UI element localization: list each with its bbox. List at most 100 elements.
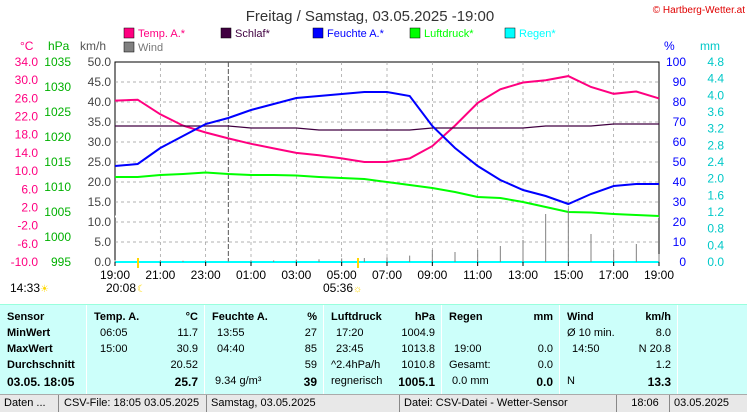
sunset-icon: ☾ [137, 284, 146, 295]
sensor-column: Sensor MinWert MaxWert Durchschnitt 03.0… [0, 305, 87, 395]
hpa-tick: 1010 [44, 180, 71, 194]
x-tick-label: 07:00 [372, 268, 402, 282]
temp-tick: 30.0 [15, 73, 39, 87]
legend-label: Wind [138, 42, 163, 54]
hpa-unit-label: hPa [48, 39, 70, 53]
feuchte-max-time: 04:40 [217, 343, 245, 355]
wind-max-value: N 20.8 [638, 343, 671, 355]
pct-tick: 40 [673, 175, 687, 189]
axis-ticks: 34.0 30.0 26.0 22.0 18.0 14.0 10.0 6.0 2.0 -2.0 -6… [11, 55, 725, 269]
luftdruck-min-value: 1004.9 [401, 327, 435, 339]
x-tick-label: 03:00 [281, 268, 311, 282]
kmh-tick: 0.0 [94, 255, 111, 269]
x-tick-label: 05:00 [327, 268, 357, 282]
kmh-tick: 45.0 [88, 75, 112, 89]
wind-max-time: 14:50 [572, 343, 600, 355]
feuchte-min-value: 27 [304, 327, 317, 339]
x-tick-label: 09:00 [417, 268, 447, 282]
wind-unit: km/h [645, 311, 671, 323]
mm-tick: 0.0 [707, 255, 724, 269]
legend: Temp. A.* Schlaf* Feuchte A.* Luftdruck* Reg… [123, 27, 556, 54]
pct-tick: 90 [673, 75, 687, 89]
legend-label: Schlaf* [235, 28, 271, 40]
mm-tick: 0.4 [707, 238, 724, 252]
regen-header: Regen [449, 311, 483, 323]
empty-column [678, 305, 746, 395]
x-axis-labels: 19:00 21:00 23:00 01:00 03:00 05:00 07:00 09:00… [100, 262, 674, 282]
temp-min-time: 06:05 [100, 327, 128, 339]
row-label-max: MaxWert [7, 343, 53, 355]
kmh-tick: 5.0 [94, 235, 111, 249]
temp-tick: 2.0 [21, 200, 38, 214]
wind-current-value: 13.3 [647, 375, 671, 389]
temp-tick: 26.0 [15, 91, 39, 105]
kmh-unit-label: km/h [80, 39, 106, 53]
status-source: Datei: CSV-Datei - Wetter-Sensor [400, 395, 617, 412]
sunrise-time: 05:36 [323, 281, 353, 295]
regen-total-label: Gesamt: [449, 359, 491, 371]
luftdruck-min-time: 17:20 [336, 327, 364, 339]
temp-min-value: 11.7 [177, 327, 198, 339]
series-line [115, 123, 659, 131]
temp-column: Temp. A. °C 06:05 11.7 15:00 30.9 20.52 25… [87, 305, 205, 395]
legend-label: Temp. A.* [138, 28, 186, 40]
luftdruck-column: Luftdruck hPa 17:20 1004.9 23:45 1013.8 ^2… [324, 305, 442, 395]
mm-tick: 0.8 [707, 222, 724, 236]
temp-unit-label: °C [20, 39, 34, 53]
statistics-table: Sensor MinWert MaxWert Durchschnitt 03.0… [0, 304, 747, 395]
luftdruck-max-value: 1013.8 [401, 343, 435, 355]
status-current-date: 03.05.2025 [674, 397, 730, 409]
series-line [114, 75, 660, 163]
row-label-avg: Durchschnitt [7, 359, 75, 371]
hpa-tick: 1035 [44, 55, 71, 69]
feuchte-min-time: 13:55 [217, 327, 245, 339]
legend-label: Feuchte A.* [327, 28, 385, 40]
pct-tick: 20 [673, 215, 687, 229]
sensor-header: Sensor [7, 311, 45, 323]
luftdruck-max-time: 23:45 [336, 343, 364, 355]
kmh-tick: 20.0 [88, 175, 112, 189]
pct-tick: 100 [666, 55, 686, 69]
mm-tick: 4.0 [707, 88, 724, 102]
temp-tick: 10.0 [15, 164, 39, 178]
mm-tick: 4.4 [707, 72, 724, 86]
series-line [114, 91, 659, 206]
hpa-tick: 995 [51, 255, 71, 269]
pct-tick: 80 [673, 95, 687, 109]
weather-chart: Freitag / Samstag, 03.05.2025 -19:00 © H… [10, 5, 745, 295]
mm-tick: 2.8 [707, 138, 724, 152]
sunset-marker [137, 258, 139, 268]
mm-tick: 1.2 [707, 205, 724, 219]
feuchte-abs-humidity: 9.34 g/m³ [215, 375, 262, 387]
legend-swatch [312, 27, 324, 39]
luftdruck-unit: hPa [414, 311, 435, 323]
kmh-tick: 25.0 [88, 155, 112, 169]
temp-max-time: 15:00 [100, 343, 128, 355]
kmh-tick: 30.0 [88, 135, 112, 149]
status-date: Samstag, 03.05.2025 [207, 395, 400, 412]
pct-tick: 70 [673, 115, 687, 129]
chart-title: Freitag / Samstag, 03.05.2025 -19:00 [246, 8, 495, 25]
legend-label: Luftdruck* [424, 28, 474, 40]
mm-unit-label: mm [700, 39, 720, 53]
status-data[interactable]: Daten ... [0, 395, 59, 412]
wind-header: Wind [567, 311, 594, 323]
x-tick-label: 17:00 [599, 268, 629, 282]
x-tick-label: 19:00 [644, 268, 674, 282]
regen-column: Regen mm 19:00 0.0 Gesamt: 0.0 0.0 mm 0.0 [442, 305, 560, 395]
hpa-tick: 1025 [44, 105, 71, 119]
status-csv-file: CSV-File: 18:05 03.05.2025 [60, 395, 207, 412]
feuchte-max-value: 85 [304, 343, 317, 355]
feuchte-current-value: 39 [303, 375, 317, 389]
x-tick-label: 11:00 [463, 268, 492, 282]
feuchte-unit: % [307, 311, 317, 323]
mm-tick: 3.2 [707, 122, 724, 136]
temp-unit: °C [185, 311, 198, 323]
x-tick-label: 23:00 [191, 268, 221, 282]
sun-icon: ☀ [40, 284, 49, 295]
sunrise-icon: ☼ [353, 284, 362, 295]
sun-markers: 20:08 ☾ 05:36 ☼ 14:33 ☀ [10, 258, 362, 295]
wind-avg-value: 1.2 [655, 359, 671, 371]
regen-total-value: 0.0 [537, 359, 553, 371]
regen-today: 0.0 mm [452, 375, 489, 387]
